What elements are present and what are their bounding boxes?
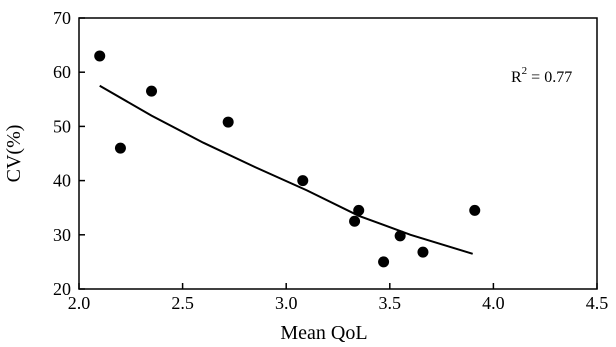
data-point [469, 204, 481, 216]
annotation-base: R [511, 69, 522, 86]
y-tick-label: 40 [53, 171, 71, 191]
y-tick-label: 50 [53, 116, 71, 136]
data-point [349, 215, 361, 227]
labels-layer: 2.0 2.5 3.0 3.5 4.0 4.5 20 30 40 50 60 70 Mean QoL CV… [3, 8, 608, 344]
x-tick-label: 3.5 [379, 293, 402, 313]
plot-frame [78, 17, 598, 290]
data-point [353, 204, 365, 216]
data-point [378, 256, 390, 268]
y-axis-title: CV(%) [3, 125, 25, 183]
y-tick-label: 70 [53, 8, 71, 28]
r-squared-annotation: R2 = 0.77 [511, 65, 572, 86]
data-point [417, 246, 429, 258]
data-point [94, 50, 106, 62]
x-tick-label: 3.0 [275, 293, 298, 313]
x-tick-label: 2.0 [68, 293, 91, 313]
data-point [297, 175, 309, 187]
y-tick-label: 30 [53, 225, 71, 245]
x-axis-title: Mean QoL [280, 322, 367, 344]
data-point [114, 142, 126, 154]
data-point [222, 116, 234, 128]
x-tick-label: 4.0 [482, 293, 505, 313]
annotation-superscript: 2 [522, 65, 528, 77]
y-tick-label: 60 [53, 62, 71, 82]
x-tick-label: 2.5 [171, 293, 194, 313]
x-tick-label: 4.5 [586, 293, 609, 313]
annotation-value: = 0.77 [527, 69, 572, 86]
points-layer [94, 50, 481, 268]
data-point [146, 85, 158, 97]
trendline-layer [99, 84, 473, 255]
axes [78, 17, 598, 290]
data-point [394, 230, 406, 242]
trendline [99, 84, 473, 255]
y-tick-label: 20 [53, 279, 71, 299]
